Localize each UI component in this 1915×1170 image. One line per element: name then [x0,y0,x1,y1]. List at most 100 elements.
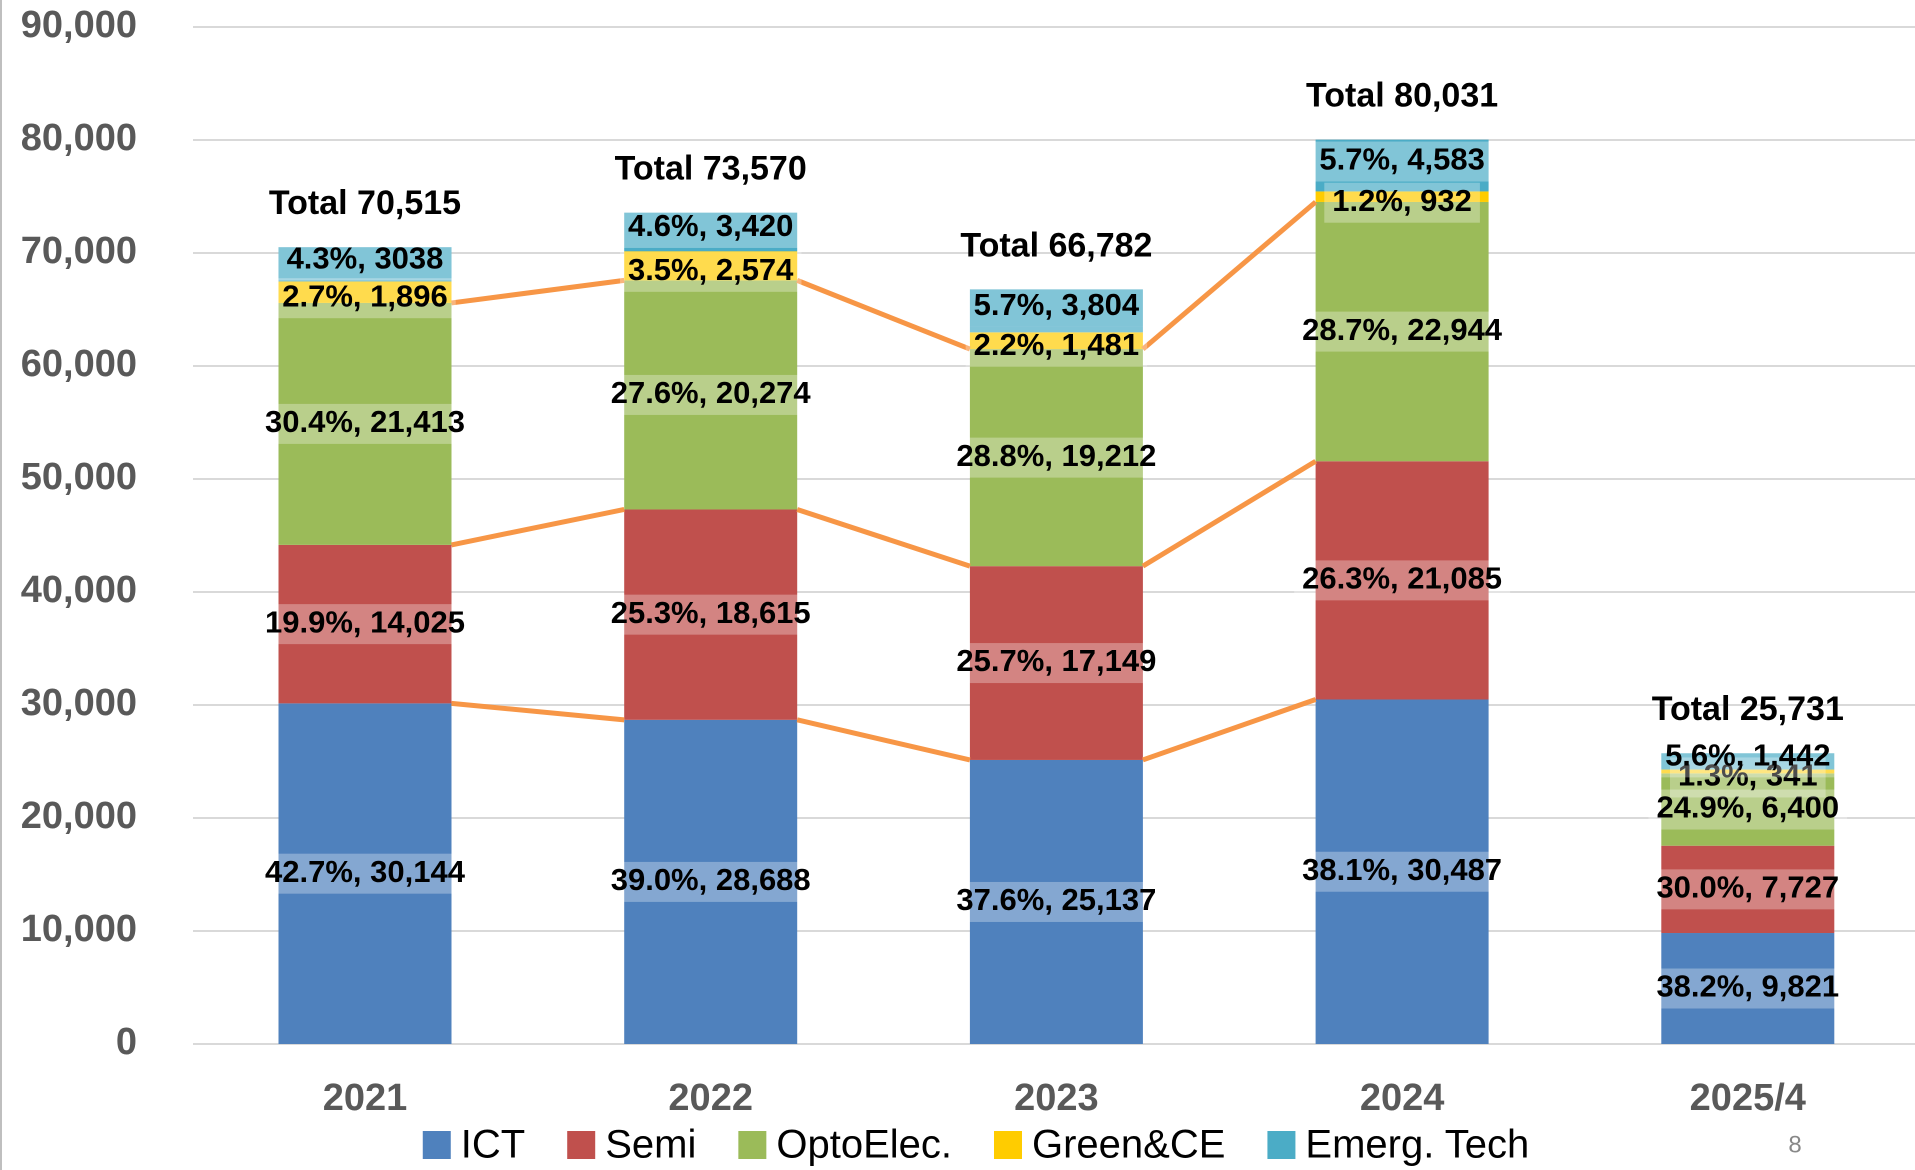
bar-segment [624,212,798,252]
bar-segment [969,566,1143,760]
legend-label: Semi [605,1123,696,1167]
value-label-bg [1648,789,1848,830]
value-label-bg [257,604,473,645]
total-label: Total 70,515 [269,184,461,222]
connector-line [451,700,625,723]
value-label-bg [1648,968,1848,1009]
value-label: 5.7%, 3,804 [974,287,1140,322]
value-label: 2.2%, 1,481 [974,327,1139,362]
value-label: 5.6%, 1,442 [1665,738,1830,773]
bar-segment [969,759,1143,1044]
y-tick-label: 10,000 [21,908,137,950]
value-label-bg [948,643,1165,684]
bar-segment [1661,845,1835,934]
y-tick-label: 0 [116,1021,137,1063]
y-tick-label: 90,000 [21,4,137,46]
bar-segment [624,280,798,510]
bar-segment [1315,461,1489,700]
value-label-bg [1648,869,1848,910]
x-tick-label: 2024 [1360,1077,1445,1119]
value-label: 25.7%, 17,149 [956,643,1156,678]
total-label: Total 25,731 [1652,690,1844,728]
bar-segment [1661,753,1835,770]
value-label-bg [1657,737,1839,778]
bar-segment [1315,201,1489,462]
y-tick-label: 70,000 [21,230,137,272]
legend-label: ICT [461,1123,525,1167]
value-label-bg [602,374,819,415]
value-label: 38.1%, 30,487 [1302,852,1502,887]
y-tick-label: 30,000 [21,682,137,724]
value-label-bg [1324,182,1480,223]
value-label: 30.0%, 7,727 [1656,870,1839,905]
value-label-bg [1311,141,1493,182]
value-label: 37.6%, 25,137 [956,882,1156,917]
value-label: 5.7%, 4,583 [1319,142,1484,177]
y-tick-label: 50,000 [21,456,137,498]
value-label-bg [602,861,819,902]
value-label: 1.3%, 341 [1678,758,1818,793]
value-label: 1.2%, 932 [1332,183,1472,218]
value-label-bg [965,326,1148,367]
value-label: 30.4%, 21,413 [265,404,465,439]
bar-segment [1661,773,1835,846]
value-label: 39.0%, 28,688 [611,862,811,897]
value-label-bg [1294,851,1511,892]
bar-segment [1315,139,1489,192]
x-tick-label: 2021 [323,1077,408,1119]
value-label-bg [274,278,456,319]
value-label-bg [948,881,1165,922]
legend-swatch [994,1131,1022,1159]
legend-swatch [1267,1131,1296,1159]
value-label-bg [965,286,1148,327]
bar-segment [1661,933,1835,1044]
value-label: 19.9%, 14,025 [265,604,465,639]
value-label-bg [1294,560,1511,601]
x-tick-label: 2023 [1014,1077,1099,1119]
bar-segment [624,251,798,281]
value-label-bg [278,240,452,281]
value-label: 3.5%, 2,574 [628,252,794,287]
value-label: 28.7%, 22,944 [1302,312,1503,347]
connector-line [1141,459,1317,569]
legend-label: Green&CE [1032,1123,1225,1167]
connector-line [796,717,971,763]
value-label: 25.3%, 18,615 [611,595,811,630]
bar-segment [278,302,452,545]
connector-line [796,278,971,352]
value-label-bg [602,594,819,635]
value-label: 28.8%, 19,212 [956,438,1156,473]
bar-segment [624,719,798,1044]
bar-segment [278,544,452,704]
total-label: Total 66,782 [960,226,1152,264]
bar-segment [969,289,1143,333]
total-label: Total 73,570 [615,150,807,188]
value-label-bg [1294,311,1511,352]
y-tick-label: 40,000 [21,569,137,611]
y-tick-label: 20,000 [21,795,137,837]
bar-segment [1315,699,1489,1044]
value-label: 26.3%, 21,085 [1302,561,1502,596]
value-label: 24.9%, 6,400 [1656,790,1839,825]
total-label: Total 80,031 [1306,77,1498,115]
legend-swatch [422,1131,451,1159]
value-label-bg [257,403,473,444]
y-tick-label: 80,000 [21,117,137,159]
bar-segment [278,703,452,1044]
value-label-bg [948,437,1165,478]
connector-line [450,507,625,548]
value-label-bg [1669,757,1826,798]
connector-line [1141,200,1318,351]
bar-segment [969,349,1143,567]
x-tick-label: 2022 [668,1077,753,1119]
connector-line [1142,697,1317,763]
value-label-bg [257,853,473,894]
bar-segment [278,281,452,303]
connector-line [796,507,971,569]
legend-swatch [567,1131,596,1159]
bar-segment [624,509,798,720]
value-label: 38.2%, 9,821 [1656,969,1839,1004]
x-tick-label: 2025/4 [1690,1077,1806,1119]
value-label-bg [619,207,802,248]
